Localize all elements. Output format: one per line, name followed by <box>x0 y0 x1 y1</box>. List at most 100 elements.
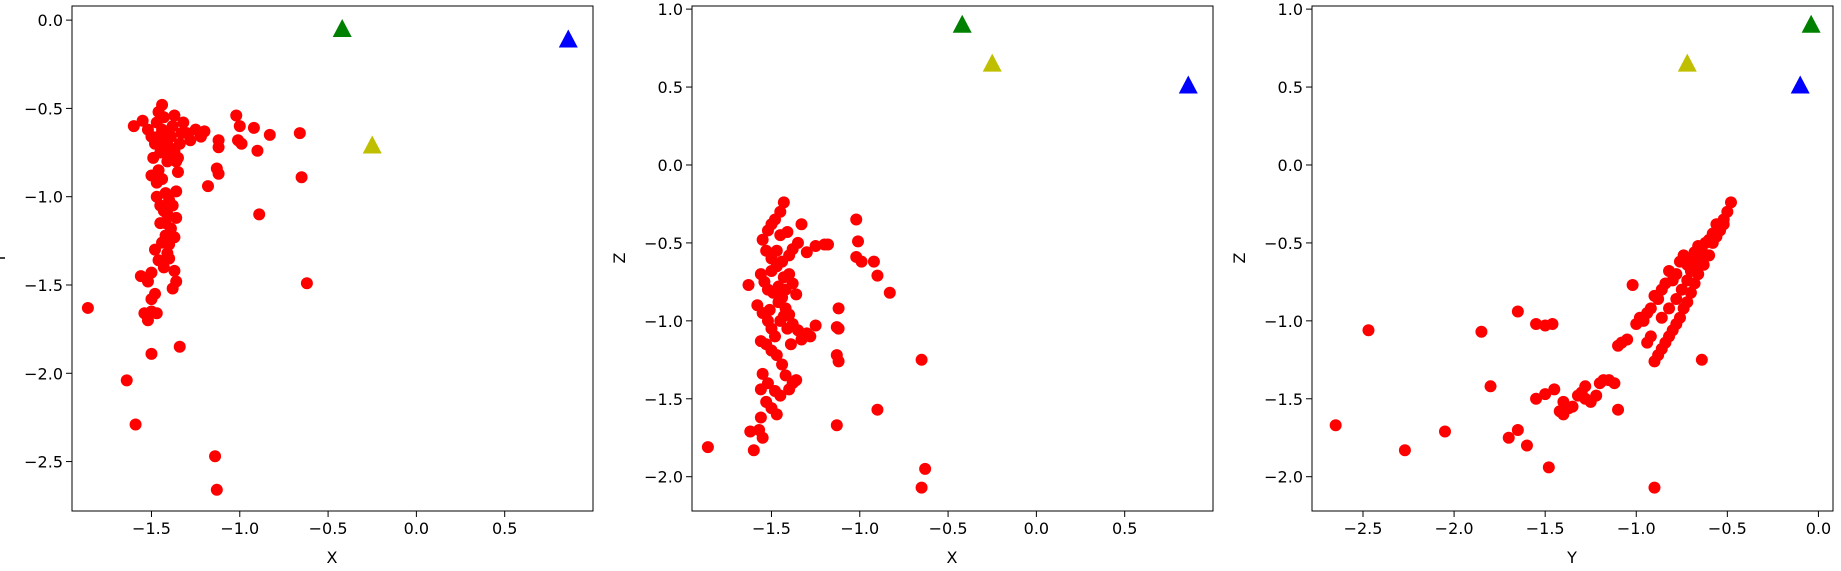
scatter-point <box>779 369 792 382</box>
x-tick-label: 0.5 <box>492 519 517 538</box>
plot-frame <box>1311 5 1834 512</box>
scatter-point <box>145 293 158 306</box>
scatter-point <box>770 244 783 257</box>
y-ticks: −2.5 −2.0 −1.5 −1.0 −0.5 0.0 <box>24 11 72 472</box>
y-tick-label: −0.5 <box>1264 234 1303 253</box>
scatter-point <box>1626 278 1639 291</box>
scatter-point <box>1475 325 1488 338</box>
x-axis-label: X <box>327 548 338 567</box>
scatter-point <box>756 431 769 444</box>
scatter-point <box>138 307 151 320</box>
scatter-point <box>157 111 170 124</box>
scatter-point <box>776 358 789 371</box>
x-tick-label: −0.5 <box>309 519 348 538</box>
scatter-point <box>756 233 769 246</box>
scatter-point <box>779 283 792 296</box>
scatter-point <box>166 120 179 133</box>
scatter-point <box>1511 423 1524 436</box>
scatter-point <box>201 180 214 193</box>
x-tick-label: −1.0 <box>840 519 879 538</box>
scatter-point <box>1655 311 1668 324</box>
data-markers <box>701 14 1198 494</box>
x-tick-label: −0.5 <box>929 519 968 538</box>
triangle-point <box>558 29 578 48</box>
scatter-point <box>1593 377 1606 390</box>
scatter-point <box>804 330 817 343</box>
scatter-point <box>770 349 783 362</box>
scatter-point <box>1398 444 1411 457</box>
scatter-point <box>1630 317 1643 330</box>
y-tick-label: −0.5 <box>24 99 63 118</box>
scatter-point <box>832 302 845 315</box>
scatter-point <box>742 278 755 291</box>
scatter-point <box>154 199 167 212</box>
y-ticks: −2.0 −1.5 −1.0 −0.5 0.0 0.5 1.0 <box>644 0 692 487</box>
scatter-point <box>867 255 880 268</box>
scatter-point <box>1548 383 1561 396</box>
y-tick-label: 0.5 <box>658 78 683 97</box>
y-tick-label: −2.0 <box>644 468 683 487</box>
triangle-point <box>1790 75 1810 94</box>
scatter-point <box>173 340 186 353</box>
plot-frame <box>691 5 1214 512</box>
scatter-point <box>763 303 776 316</box>
y-tick-label: 0.0 <box>658 156 683 175</box>
scatter-point <box>120 374 133 387</box>
scatter-point <box>170 185 183 198</box>
scatter-point <box>300 277 313 290</box>
x-tick-label: −1.5 <box>1526 519 1565 538</box>
scatter-point <box>1677 302 1690 315</box>
scatter-point <box>184 134 197 147</box>
scatter-point <box>1557 395 1570 408</box>
x-tick-label: −0.5 <box>1708 519 1747 538</box>
scatter-point <box>855 255 868 268</box>
scatter-point <box>1717 218 1730 231</box>
scatter-point <box>1520 439 1533 452</box>
x-ticks: −1.5 −1.0 −0.5 0.0 0.5 <box>752 511 1137 538</box>
scatter-point <box>1539 388 1552 401</box>
scatter-point <box>209 450 222 463</box>
y-tick-label: 0.0 <box>38 11 63 30</box>
triangle-point <box>1178 75 1198 94</box>
scatter-point <box>1539 319 1552 332</box>
scatter-point <box>150 307 163 320</box>
scatter-point <box>747 444 760 457</box>
scatter-point <box>790 288 803 301</box>
scatter-point <box>263 128 276 141</box>
x-tick-label: −1.0 <box>1617 519 1656 538</box>
y-tick-label: −2.0 <box>24 364 63 383</box>
y-tick-label: −1.0 <box>644 312 683 331</box>
x-tick-label: −2.0 <box>1435 519 1474 538</box>
scatter-point <box>230 109 243 122</box>
scatter-point <box>210 483 223 496</box>
scatter-point <box>777 196 790 209</box>
scatter-point <box>233 120 246 133</box>
y-ticks: −2.0 −1.5 −1.0 −0.5 0.0 0.5 1.0 <box>1264 0 1312 487</box>
scatter-point <box>156 173 169 186</box>
scatter-point <box>783 268 796 281</box>
scatter-point <box>1553 405 1566 418</box>
scatter-point <box>1648 481 1661 494</box>
subplot-y-vs-z: −2.5 −2.0 −1.5 −1.0 −0.5 0.0 −2.0 −1.5 −1.0 −0.5… <box>1230 0 1834 567</box>
x-tick-label: −1.5 <box>132 519 171 538</box>
y-axis-label: Z <box>1230 252 1249 263</box>
scatter-point <box>156 98 169 111</box>
scatter-point <box>1502 431 1515 444</box>
scatter-point <box>170 211 183 224</box>
scatter-point <box>147 151 160 164</box>
scatter-point <box>251 144 264 157</box>
scatter-point <box>145 169 158 182</box>
scatter-point <box>744 425 757 438</box>
scatter-point <box>1329 419 1342 432</box>
y-tick-label: 0.0 <box>1278 156 1303 175</box>
scatter-point <box>136 114 149 127</box>
scatter-point <box>1612 403 1625 416</box>
scatter-point <box>1648 289 1661 302</box>
scatter-point <box>293 127 306 140</box>
triangle-point <box>1801 14 1821 33</box>
y-tick-label: −2.5 <box>24 453 63 472</box>
y-tick-label: −0.5 <box>644 234 683 253</box>
triangle-point <box>982 53 1002 72</box>
scatter-point <box>1571 389 1584 402</box>
